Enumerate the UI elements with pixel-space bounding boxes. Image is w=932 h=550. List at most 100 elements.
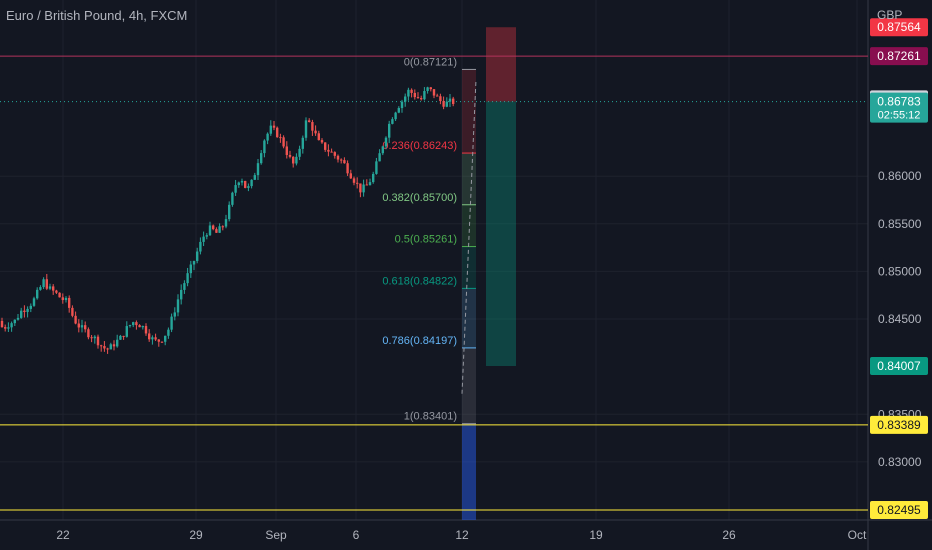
candle-body [112, 344, 116, 347]
x-tick-label: Oct [848, 528, 867, 542]
candle-body [253, 175, 256, 180]
candle-body [68, 297, 71, 308]
candle-body [426, 87, 429, 92]
candle-body [55, 290, 58, 293]
candle-body [308, 120, 311, 123]
candle-body [148, 333, 151, 340]
candle-body [32, 298, 36, 306]
candle-body [336, 155, 340, 160]
candle-body [0, 320, 4, 328]
candle-body [151, 337, 154, 340]
price-label-text: 0.86783 [877, 95, 921, 109]
candle-body [368, 182, 372, 186]
candle-body [269, 125, 272, 134]
candle-body [244, 180, 247, 188]
candle-body [215, 229, 218, 233]
fib-level-label: 0.382(0.85700) [382, 192, 457, 204]
candle-body [317, 133, 320, 141]
position-stop-zone [486, 27, 516, 102]
fib-trend-line [461, 79, 477, 394]
candle-body [7, 327, 10, 329]
candle-body [10, 323, 13, 328]
candle-body [119, 335, 122, 340]
price-label-box [870, 92, 928, 123]
candle-body [237, 182, 240, 186]
candle-body [432, 89, 436, 96]
candle-body [410, 89, 413, 93]
x-tick-label: 26 [722, 528, 736, 542]
candle-body [340, 159, 343, 161]
candle-body [282, 137, 285, 147]
candle-body [71, 307, 74, 316]
candle-body [330, 151, 333, 153]
price-label-box [870, 357, 928, 375]
price-label-box [870, 501, 928, 519]
fib-level-label: 1(0.83401) [404, 411, 457, 423]
candle-body [240, 180, 244, 183]
candle-body [320, 140, 324, 143]
candle-body [394, 112, 397, 120]
y-tick-label: 0.84500 [878, 312, 922, 326]
candle-body [407, 89, 410, 97]
candle-body [333, 152, 336, 156]
candle-body [388, 123, 391, 138]
y-tick-label: 0.86000 [878, 169, 922, 183]
currency-label: GBP [877, 8, 903, 22]
candle-body [378, 153, 381, 162]
candle-body [128, 325, 132, 327]
candle-body [52, 286, 55, 291]
candle-body [132, 322, 135, 326]
price-label-text: 0.82495 [877, 503, 921, 517]
candle-body [298, 148, 301, 157]
candle-body [106, 348, 109, 350]
candle-body [160, 341, 164, 343]
x-tick-label: 19 [589, 528, 603, 542]
candle-body [186, 273, 189, 284]
candle-body [292, 156, 295, 164]
candle-body [135, 322, 138, 326]
candle-body [4, 327, 7, 329]
candle-body [228, 204, 231, 220]
candle-body [314, 130, 317, 134]
countdown-text: 02:55:12 [878, 110, 921, 122]
x-tick-label: 29 [189, 528, 203, 542]
candle-body [183, 283, 186, 290]
candle-body [346, 163, 349, 174]
price-label-box [870, 415, 928, 434]
candle-body [125, 326, 128, 337]
candle-body [221, 226, 224, 228]
candle-body [154, 337, 157, 340]
candle-body [192, 261, 196, 265]
price-label-text: 0.84007 [877, 359, 921, 373]
candle-body [231, 192, 234, 205]
fib-zone [462, 153, 476, 205]
candle-body [16, 317, 20, 320]
candle-body [327, 149, 330, 152]
candle-body [452, 98, 455, 104]
candle-body [212, 225, 215, 230]
fib-zone [462, 69, 476, 154]
candle-body [234, 185, 237, 193]
candle-body [189, 264, 192, 274]
candle-body [356, 182, 359, 184]
fib-level-label: 0.618(0.84822) [382, 275, 457, 287]
candle-body [87, 329, 90, 338]
candle-body [13, 319, 16, 324]
candle-body [122, 335, 125, 337]
candle-body [445, 101, 448, 107]
x-tick-label: Sep [265, 528, 287, 542]
fib-zone [462, 246, 476, 289]
candle-body [423, 91, 426, 100]
candle-body [384, 137, 388, 147]
candle-body [324, 142, 327, 150]
candle-body [144, 326, 148, 334]
candle-body [436, 95, 439, 97]
candle-body [224, 219, 228, 227]
candle-body [164, 335, 167, 342]
candle-body [359, 183, 362, 193]
candle-body [250, 179, 253, 187]
candle-body [400, 101, 404, 109]
candle-body [199, 241, 202, 252]
